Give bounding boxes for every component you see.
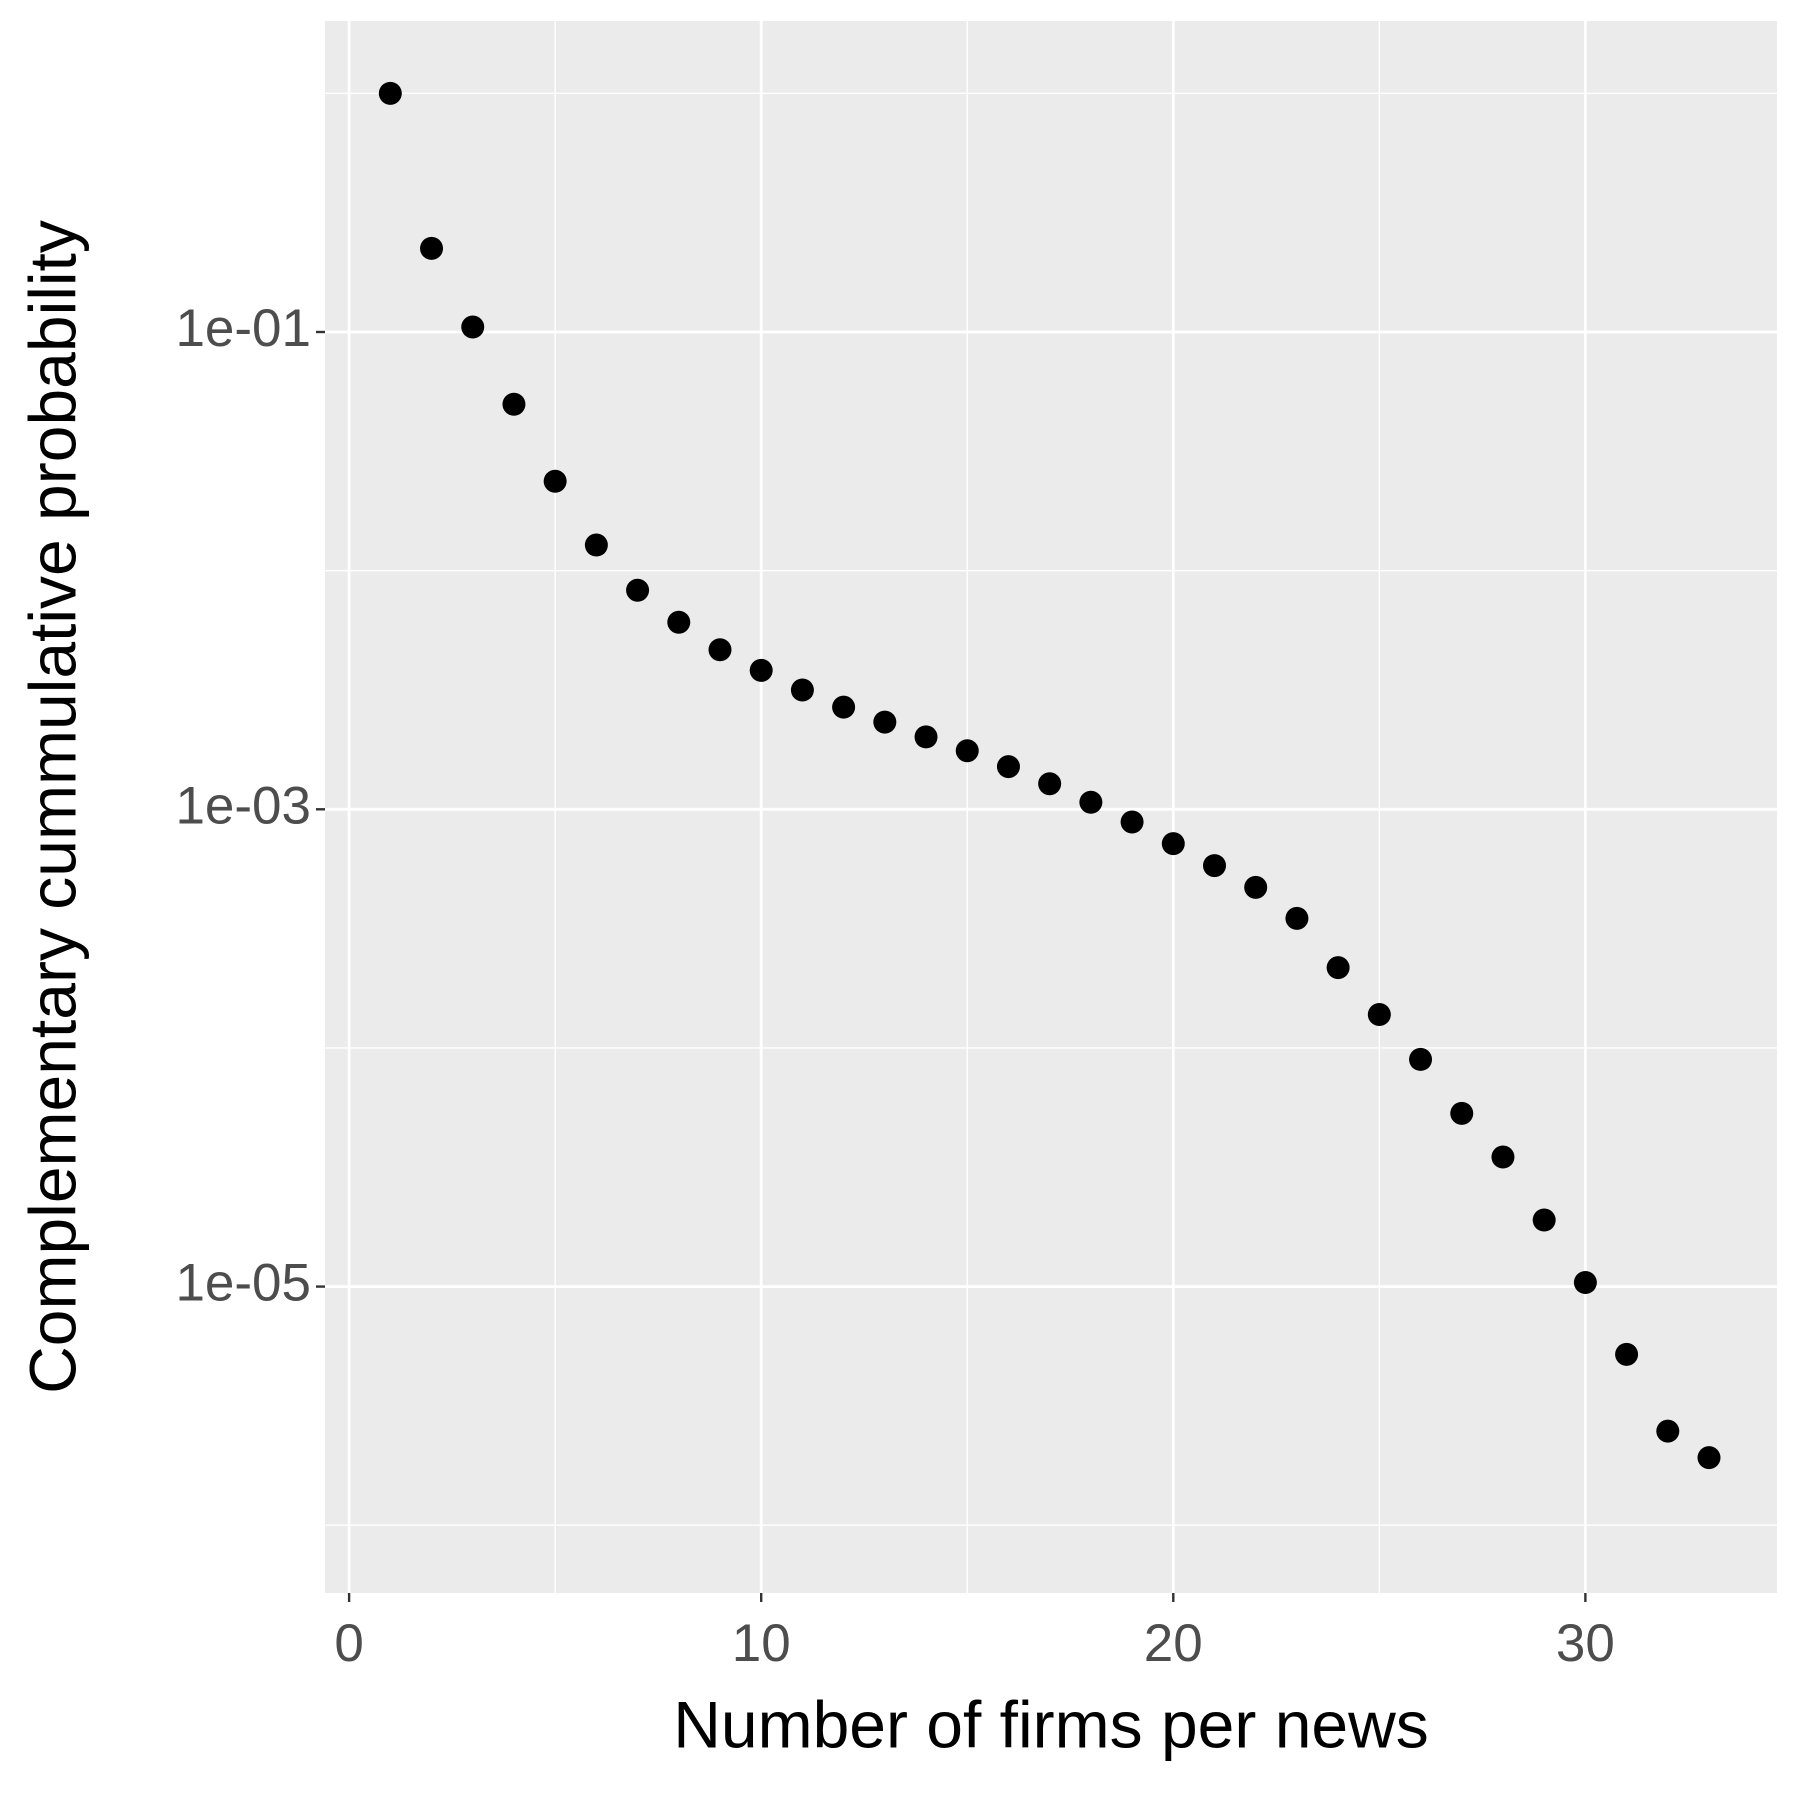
point — [1656, 1419, 1680, 1443]
x-tick-label: 10 — [732, 1614, 791, 1673]
point — [543, 469, 567, 493]
point — [749, 658, 773, 682]
x-tick-label: 0 — [334, 1614, 363, 1673]
point — [708, 638, 732, 662]
point — [1450, 1101, 1474, 1125]
point — [873, 710, 897, 734]
point — [914, 725, 938, 749]
grid — [325, 21, 1777, 1593]
y-tick-label: 1e-01 — [175, 299, 311, 358]
point — [1326, 956, 1350, 980]
point — [832, 695, 856, 719]
point — [1697, 1446, 1721, 1470]
x-tick-label: 20 — [1144, 1614, 1203, 1673]
point — [584, 533, 608, 557]
y-axis-title: Complementary cummulative probability — [15, 220, 89, 1394]
point — [1491, 1145, 1515, 1169]
point — [790, 678, 814, 702]
y-tick-label: 1e-05 — [175, 1254, 311, 1313]
point — [502, 392, 526, 416]
point — [378, 81, 402, 105]
point — [1409, 1047, 1433, 1071]
point — [1367, 1003, 1391, 1027]
point — [1038, 772, 1062, 796]
point — [1285, 906, 1309, 930]
panel-background — [325, 21, 1777, 1593]
point — [1532, 1208, 1556, 1232]
point — [996, 755, 1020, 779]
point — [1202, 854, 1226, 878]
point — [626, 578, 650, 602]
point — [1573, 1271, 1597, 1295]
point — [420, 236, 444, 260]
points — [378, 81, 1721, 1470]
point — [1120, 810, 1144, 834]
y-tick-label: 1e-03 — [175, 776, 311, 835]
point — [1161, 832, 1185, 856]
point — [1079, 790, 1103, 814]
point — [461, 315, 485, 339]
point — [1244, 875, 1268, 899]
point — [955, 739, 979, 763]
point — [667, 610, 691, 634]
point — [1615, 1342, 1639, 1366]
x-axis-title: Number of firms per news — [673, 1687, 1429, 1761]
x-tick-label: 30 — [1556, 1614, 1615, 1673]
